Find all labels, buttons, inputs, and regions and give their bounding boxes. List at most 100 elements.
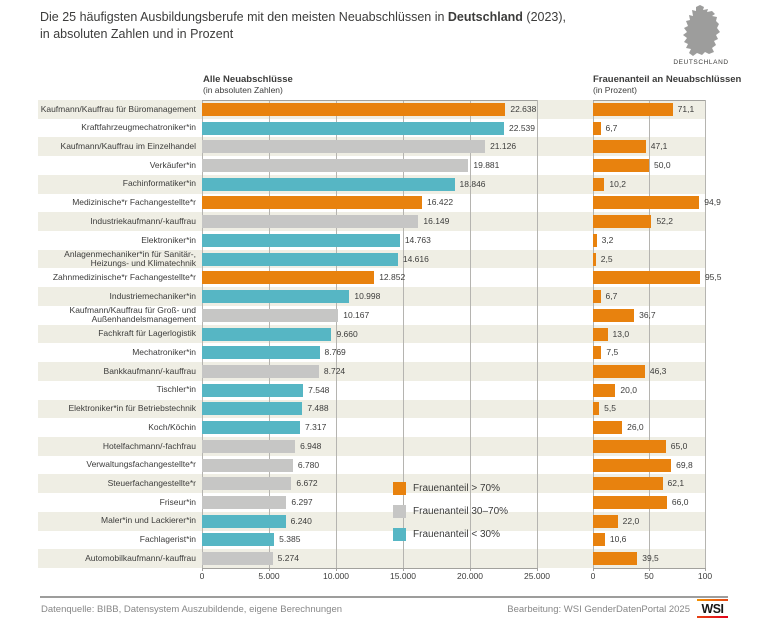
legend-swatch-high-icon (393, 482, 406, 495)
bar-absolute (202, 439, 296, 453)
legend-item-low: Frauenanteil < 30% (393, 528, 508, 541)
bar-percent (593, 552, 638, 566)
axis-tick-label: 20.000 (457, 571, 483, 581)
row-label: Fachinformatiker*in (122, 178, 196, 189)
gridline (649, 100, 650, 568)
bar-percent-value: 2,5 (600, 253, 613, 264)
legend-item-mid: Frauenanteil 30–70% (393, 505, 508, 518)
bar-percent-value: 65,0 (670, 440, 688, 451)
bar-percent (593, 271, 700, 285)
bar-absolute (202, 552, 273, 566)
footer-divider (40, 596, 728, 598)
bar-percent-value: 6,7 (605, 291, 618, 302)
bar-absolute-value: 14.763 (404, 234, 431, 245)
chart-title: Die 25 häufigsten Ausbildungsberufe mit … (40, 9, 566, 43)
legend-label-mid: Frauenanteil 30–70% (413, 506, 509, 517)
bar-percent-value: 66,0 (671, 496, 689, 507)
row-label: Tischler*in (156, 384, 196, 395)
row-label: Medizinische*r Fachangestellte*r (72, 197, 196, 208)
row-label: Kraftfahrzeugmechatroniker*in (81, 122, 196, 133)
title-line2: in absoluten Zahlen und in Prozent (40, 27, 234, 41)
bar-percent-value: 94,9 (704, 197, 721, 208)
row-label: Verwaltungsfachangestellte*r (86, 459, 196, 470)
bar-absolute (202, 383, 304, 397)
wsi-logo-text: WSI (701, 601, 724, 616)
gridline (403, 100, 404, 568)
bar-absolute-value: 8.724 (323, 365, 346, 376)
legend-swatch-low-icon (393, 528, 406, 541)
left-chart-title: Alle Neuabschlüsse (203, 74, 293, 85)
bar-absolute (202, 140, 486, 154)
bar-absolute (202, 458, 293, 472)
bar-absolute-value: 7.317 (305, 422, 327, 433)
bar-absolute (202, 196, 423, 210)
axis-tick-label: 25.000 (524, 571, 550, 581)
row-label: Industriekaufmann/-kauffrau (90, 215, 196, 226)
row-label: Zahnmedizinische*r Fachangestellte*r (52, 272, 196, 283)
germany-map-icon (683, 5, 720, 56)
row-label: Bankkaufmann/-kauffrau (103, 365, 196, 376)
bar-absolute-value: 19.881 (473, 160, 500, 171)
footer-editing: Bearbeitung: WSI GenderDatenPortal 2025 (507, 604, 690, 615)
right-chart-subtitle: (in Prozent) (593, 85, 637, 95)
bar-percent-value: 36,7 (639, 309, 656, 320)
region-label: DEUTSCHLAND (673, 59, 729, 66)
bar-absolute-value: 12.852 (379, 272, 406, 283)
bar-absolute (202, 495, 287, 509)
bar-absolute-value: 6.948 (300, 440, 322, 451)
row-label: Mechatroniker*in (132, 346, 196, 357)
legend-item-high: Frauenanteil > 70% (393, 482, 508, 495)
bar-percent (593, 308, 635, 322)
axis-tick (537, 568, 538, 571)
legend-swatch-mid-icon (393, 505, 406, 518)
bar-absolute (202, 177, 455, 191)
bar-percent-value: 6,7 (605, 122, 618, 133)
gridline (537, 100, 538, 568)
left-chart-subtitle: (in absoluten Zahlen) (203, 85, 283, 95)
row-label: Automobilkaufmann/-kauffrau (85, 552, 196, 563)
bar-absolute-value: 6.672 (296, 478, 318, 489)
wsi-logo-top-rule (697, 599, 728, 601)
bar-percent-value: 62,1 (667, 478, 685, 489)
axis-tick-label: 15.000 (390, 571, 416, 581)
axis-tick-label: 0 (590, 571, 596, 581)
bar-absolute-value: 6.297 (291, 496, 313, 507)
right-chart-header: Frauenanteil an Neuabschlüssen (in Proze… (593, 74, 741, 95)
row-label: Steuerfachangestellte*r (107, 478, 196, 488)
bar-absolute (202, 514, 286, 528)
axis-tick (202, 568, 203, 571)
axis-tick-label: 100 (697, 571, 713, 581)
bar-percent (593, 495, 667, 509)
bar-percent-value: 46,3 (649, 365, 667, 376)
bar-percent (593, 533, 605, 547)
left-chart-header: Alle Neuabschlüsse (in absoluten Zahlen) (203, 74, 293, 95)
bar-percent (593, 477, 663, 491)
bar-percent-value: 50,0 (654, 160, 671, 171)
bar-absolute-value: 10.167 (343, 309, 370, 320)
plot-top-border (593, 100, 705, 101)
bar-absolute (202, 102, 506, 116)
row-label: Hotelfachmann/-fachfrau (102, 440, 196, 451)
bar-percent (593, 215, 652, 229)
bar-percent-value: 10,2 (609, 178, 626, 189)
axis-tick (593, 568, 594, 571)
bar-percent (593, 121, 601, 135)
row-label: Anlagenmechaniker*in für Sanitär-, Heizu… (64, 248, 196, 269)
gridline (705, 100, 706, 568)
bar-absolute (202, 121, 505, 135)
plot-top-border (202, 100, 537, 101)
bar-percent (593, 439, 666, 453)
axis-tick (403, 568, 404, 571)
title-line1-part1: Die 25 häufigsten Ausbildungsberufe mit … (40, 10, 445, 24)
bar-absolute (202, 327, 332, 341)
bar-absolute-value: 5.274 (277, 553, 299, 564)
bar-absolute-value: 16.149 (423, 216, 450, 227)
row-label: Fachlagerist*in (139, 534, 196, 545)
plot-bottom-border (593, 568, 705, 569)
bar-percent-value: 26,0 (627, 422, 644, 433)
axis-tick (705, 568, 706, 571)
bar-percent-value: 13,0 (612, 328, 630, 339)
row-label: Koch/Köchin (148, 421, 196, 432)
bar-percent-value: 47,1 (650, 141, 668, 152)
